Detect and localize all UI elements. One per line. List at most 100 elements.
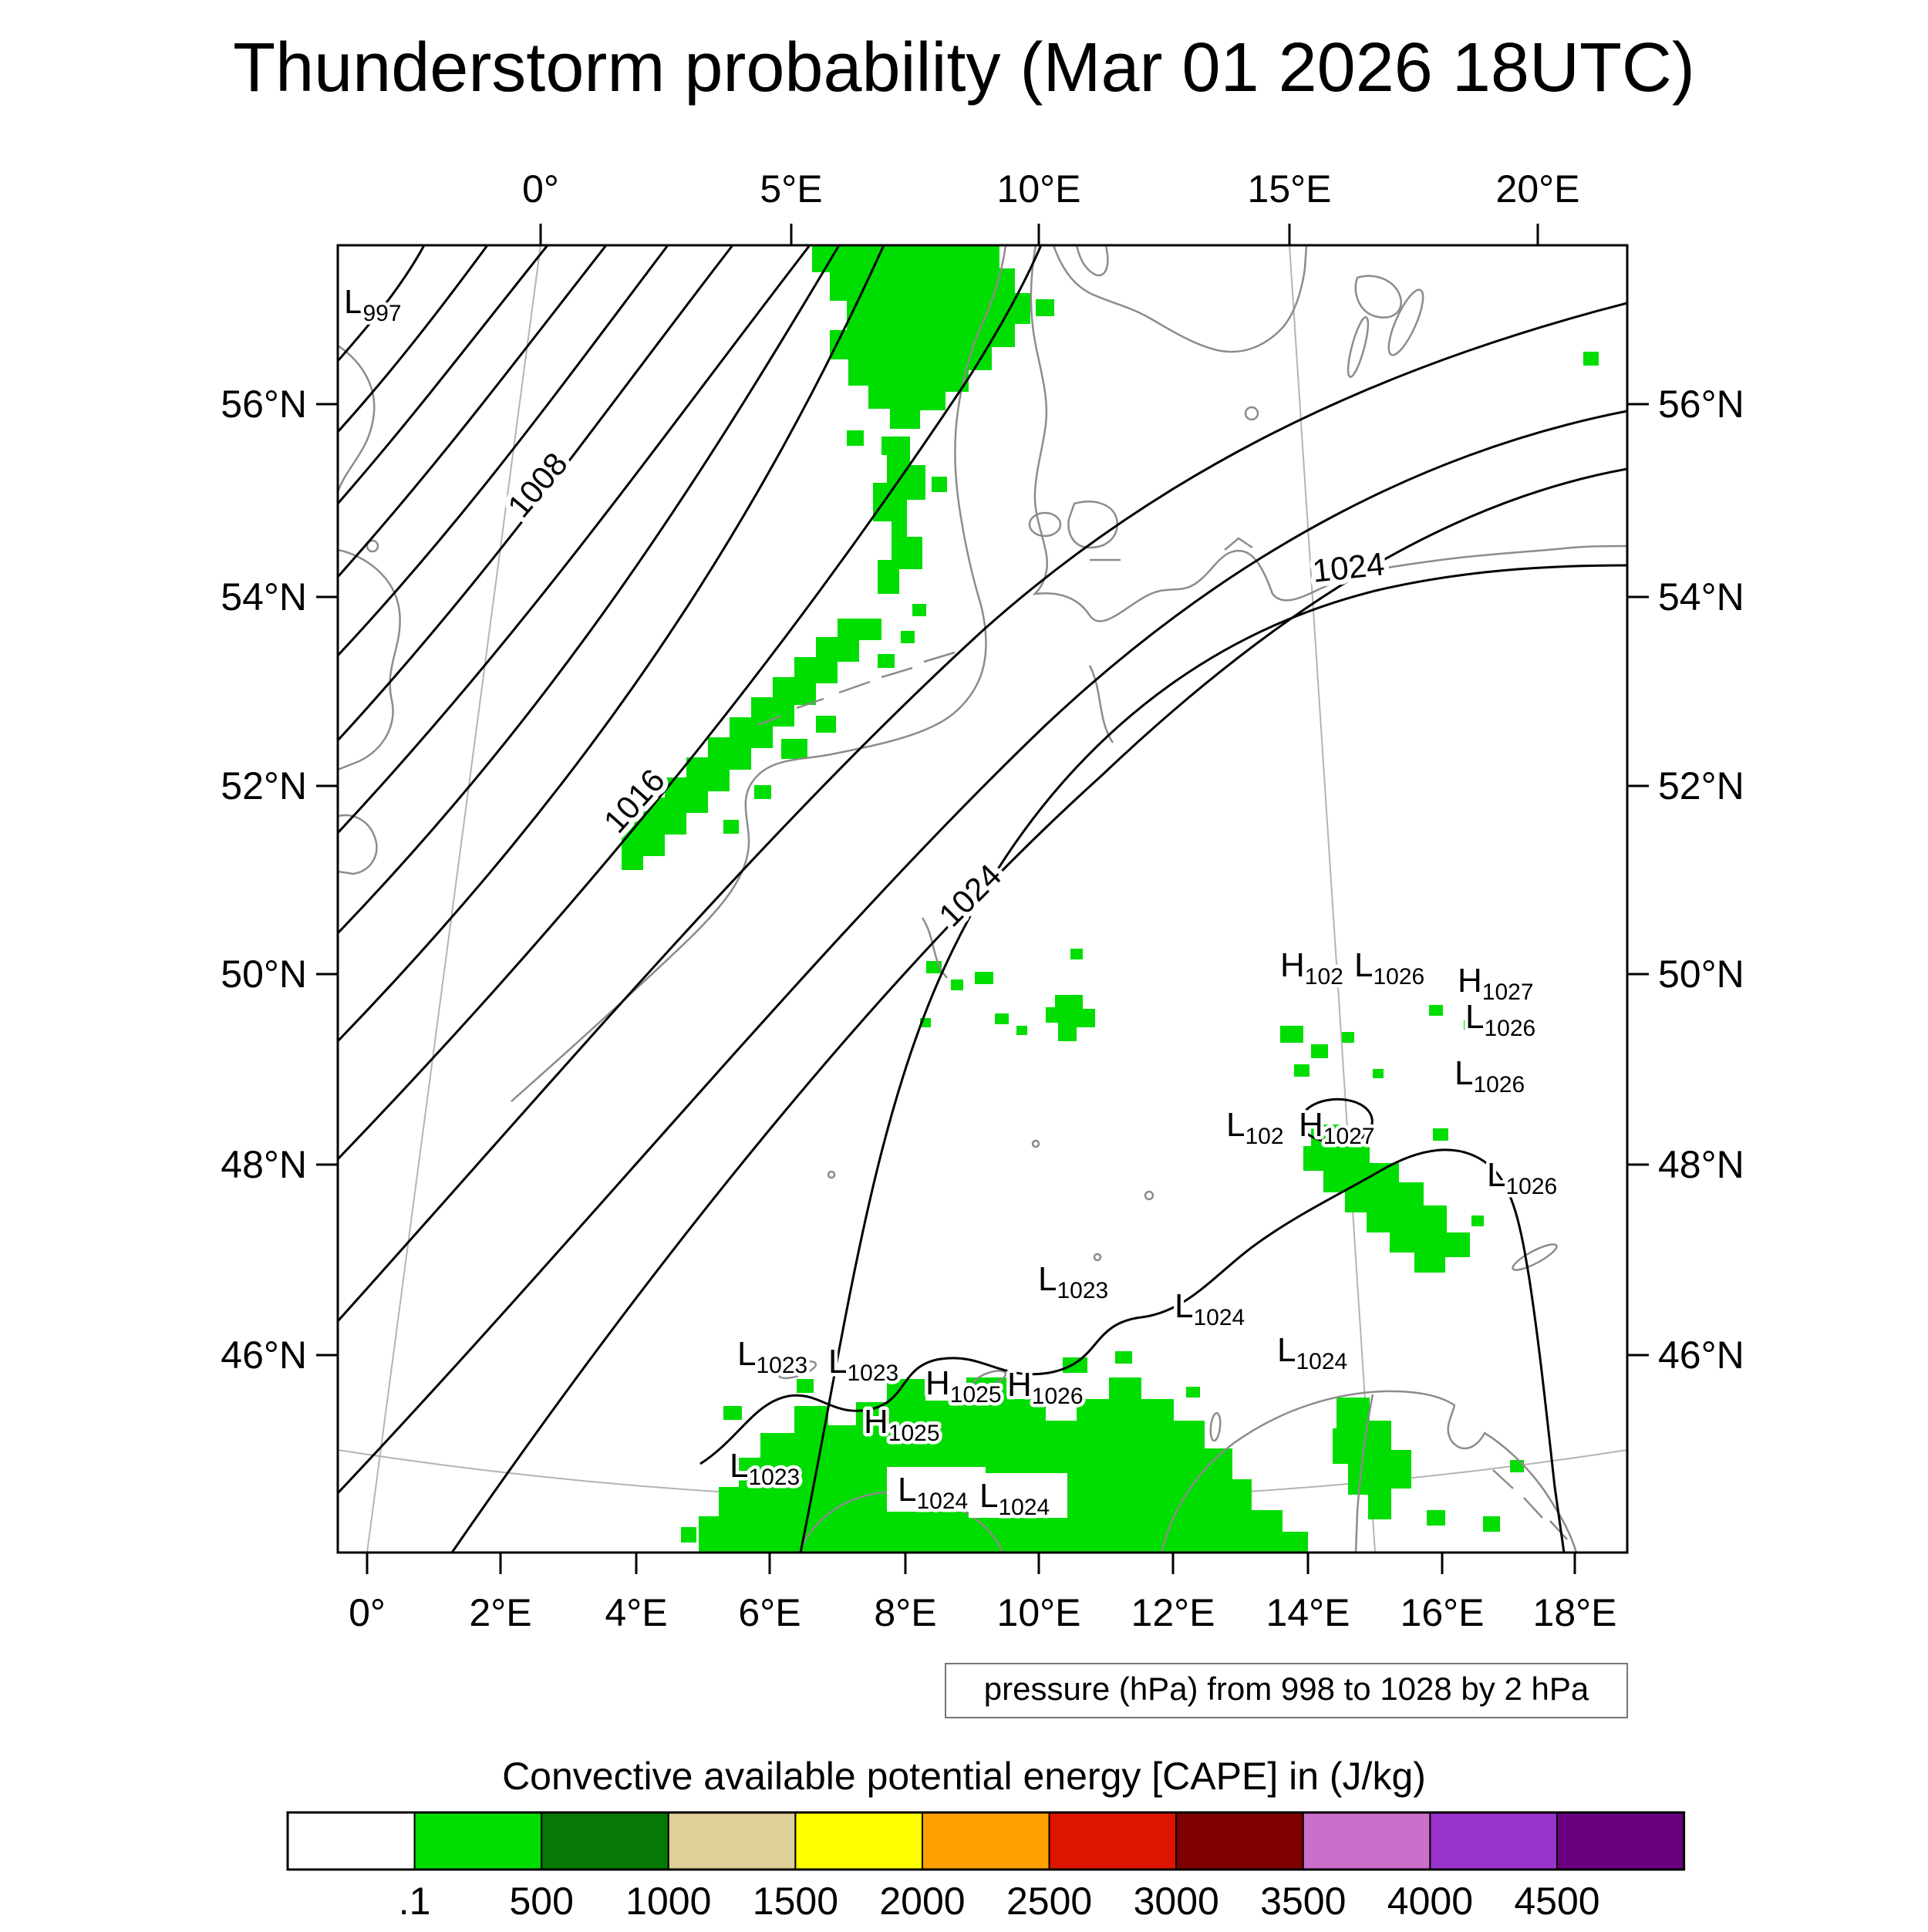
- axis-label-bottom: 12°E: [1131, 1591, 1215, 1634]
- island: [1492, 1469, 1568, 1540]
- pressure-center: H1027: [1458, 962, 1534, 1005]
- colorbar-cell: [413, 1812, 543, 1870]
- axis-label-left: 48°N: [221, 1143, 307, 1186]
- colorbar-tick-label: 3000: [1134, 1880, 1219, 1923]
- isobar: [338, 245, 549, 504]
- pressure-center: L1026: [1465, 998, 1535, 1041]
- isobar-label: 1024: [932, 857, 1008, 933]
- axis-label-right: 46°N: [1658, 1334, 1744, 1377]
- cape-area: [1311, 1044, 1328, 1058]
- isobar-label: 1008: [501, 446, 575, 524]
- map-area: 1008 1016 1024 1024 L997 H102 L1026 H102…: [336, 244, 1629, 1554]
- left-axis: 56°N 54°N 52°N 50°N 48°N 46°N: [221, 383, 338, 1377]
- axis-label-bottom: 18°E: [1533, 1591, 1617, 1634]
- axis-label-top: 5°E: [760, 167, 822, 211]
- axis-label-right: 50°N: [1658, 953, 1744, 996]
- coastline: [1075, 245, 1109, 277]
- cape-area: [1429, 1005, 1443, 1016]
- coastline: [338, 814, 378, 875]
- pressure-center: L1026: [1454, 1054, 1525, 1097]
- colorbar-tick-label: 1500: [753, 1880, 838, 1923]
- cape-area: [1464, 1020, 1475, 1030]
- cape-area: [873, 437, 925, 594]
- cape-area: [1433, 1128, 1448, 1141]
- axis-label-left: 54°N: [221, 575, 307, 619]
- isobar: [450, 467, 1627, 1553]
- cape-area: [723, 820, 739, 834]
- axis-label-left: 50°N: [221, 953, 307, 996]
- axis-label-bottom: 0°: [349, 1591, 386, 1634]
- axis-label-bottom: 4°E: [605, 1591, 667, 1634]
- legend-title: Convective available potential energy [C…: [502, 1755, 1426, 1798]
- cape-area: [1280, 1026, 1303, 1043]
- axis-label-bottom: 6°E: [738, 1591, 801, 1634]
- island: [1244, 406, 1259, 421]
- lake: [1209, 1411, 1222, 1442]
- cape-area: [1583, 352, 1599, 366]
- river: [1088, 665, 1114, 743]
- colorbar-cell: [794, 1812, 924, 1870]
- cape-area: [1471, 1216, 1484, 1226]
- isobar: [1300, 1097, 1374, 1145]
- cape-area: [812, 245, 1030, 429]
- colorbar-cell: [1429, 1812, 1559, 1870]
- axis-label-right: 52°N: [1658, 764, 1744, 808]
- isobar-label: 1024: [1311, 545, 1387, 589]
- cape-area: [622, 619, 881, 870]
- pressure-center: H1027: [1299, 1106, 1375, 1149]
- lake: [1144, 1190, 1154, 1201]
- cape-area: [781, 739, 807, 759]
- lake: [1093, 1253, 1102, 1262]
- axis-label-right: 56°N: [1658, 383, 1744, 426]
- cape-area: [797, 1379, 814, 1393]
- pressure-center: L1024: [898, 1471, 968, 1514]
- island: [1224, 537, 1253, 551]
- graticule-line: [366, 245, 541, 1553]
- isobar: [338, 245, 489, 433]
- axis-label-right: 54°N: [1658, 575, 1744, 619]
- coastline: [338, 548, 401, 771]
- colorbar-cell: [287, 1812, 416, 1870]
- cape-area: [975, 972, 993, 984]
- pressure-center: H102: [1280, 946, 1343, 990]
- colorbar-tick-label: 500: [509, 1880, 573, 1923]
- isobar: [338, 245, 885, 1043]
- cape-area: [699, 1377, 1308, 1553]
- isobar: [338, 245, 811, 835]
- cape-area: [1070, 949, 1083, 959]
- pressure-note-text: pressure (hPa) from 998 to 1028 by 2 hPa: [984, 1671, 1589, 1707]
- island: [1347, 316, 1370, 378]
- isobar: [338, 245, 669, 657]
- coastline: [1030, 245, 1627, 622]
- isobar: [338, 245, 734, 742]
- colorbar-tick-label: 1000: [625, 1880, 711, 1923]
- right-axis: 56°N 54°N 52°N 50°N 48°N 46°N: [1627, 383, 1744, 1377]
- isobar: [338, 245, 608, 578]
- coastline: [366, 539, 379, 553]
- cape-area: [932, 477, 947, 492]
- axis-label-top: 20°E: [1496, 167, 1580, 211]
- coastline: [1160, 1390, 1578, 1553]
- axis-label-left: 46°N: [221, 1334, 307, 1377]
- colorbar-cell: [1048, 1812, 1178, 1870]
- cape-area: [912, 604, 926, 616]
- colorbar-cell: [1556, 1812, 1685, 1870]
- cape-area: [1333, 1398, 1411, 1519]
- coastline: [1052, 245, 1308, 353]
- island: [1067, 501, 1118, 549]
- cape-area: [951, 979, 963, 990]
- cape-area: [681, 1527, 696, 1543]
- isobar: [338, 245, 426, 362]
- isobar: [338, 410, 1627, 1495]
- bottom-axis: 0° 2°E 4°E 6°E 8°E 10°E 12°E 14°E 16°E 1…: [349, 1553, 1616, 1634]
- cape-area: [816, 716, 836, 733]
- axis-label-bottom: 2°E: [469, 1591, 531, 1634]
- axis-label-top: 0°: [522, 167, 559, 211]
- pressure-center: L1026: [1487, 1156, 1557, 1199]
- cape-area: [1115, 1351, 1132, 1364]
- coastline: [338, 344, 376, 493]
- lake: [1354, 275, 1402, 319]
- pressure-center: L1026: [1354, 946, 1424, 990]
- colorbar-tick-label: 4000: [1387, 1880, 1473, 1923]
